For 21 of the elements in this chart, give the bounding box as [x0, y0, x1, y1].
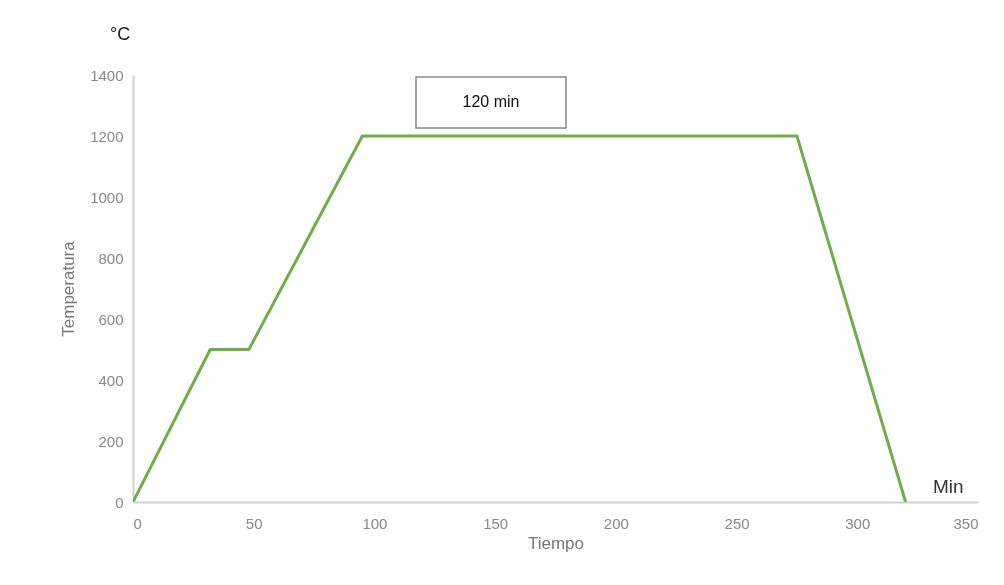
x-tick-label: 300	[845, 514, 871, 532]
y-tick-label: 800	[98, 249, 124, 267]
x-tick-label: 100	[362, 514, 388, 532]
annotation: 120 min	[462, 93, 520, 110]
y-tick-label: 1200	[90, 127, 124, 145]
x-tick-label: 250	[724, 514, 750, 532]
x-axis-title: Tiempo	[527, 533, 585, 553]
x-tick-label: 350	[953, 514, 979, 532]
x-tick-label: 50	[245, 514, 263, 532]
y-axis-title: Temperatura	[59, 240, 79, 337]
y-tick-label: 200	[98, 432, 124, 450]
text: °C	[110, 24, 131, 44]
y-tick-label: 400	[98, 371, 124, 389]
x-tick-label: 150	[483, 514, 509, 532]
y-tick-label: 600	[98, 310, 124, 328]
annotation: Min	[933, 476, 964, 497]
x-tick-label: 200	[603, 514, 629, 532]
y-tick-label: 1000	[90, 188, 124, 206]
x-tick-label: 0	[133, 514, 142, 532]
y-tick-label: 1400	[90, 66, 124, 84]
y-tick-label: 0	[115, 493, 124, 511]
